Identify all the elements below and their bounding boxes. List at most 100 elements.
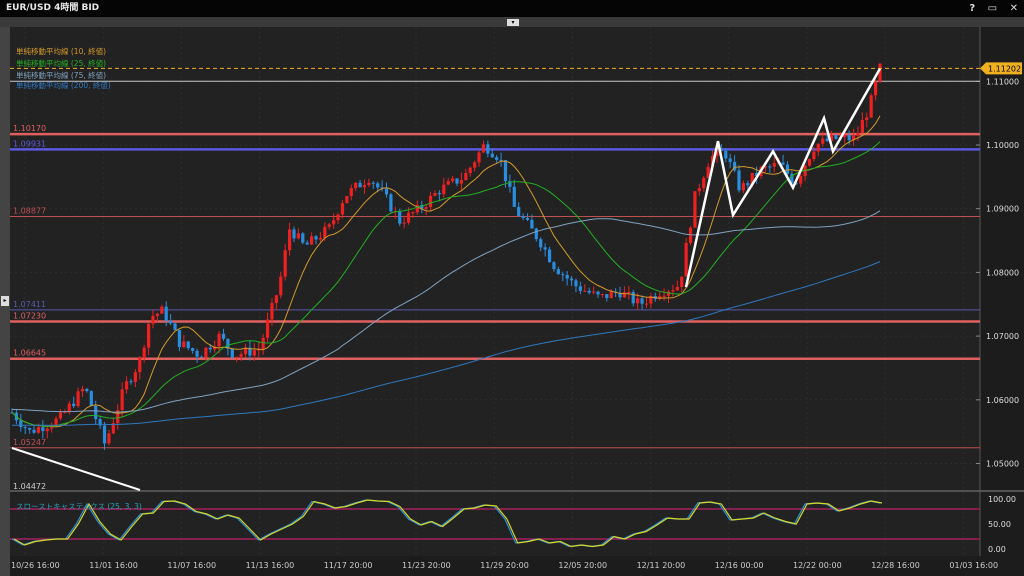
candle-body xyxy=(481,144,486,153)
candle-body xyxy=(865,117,869,120)
candle-body xyxy=(367,182,371,186)
candle-body xyxy=(517,206,521,217)
candle-body xyxy=(133,372,137,382)
candle-body xyxy=(428,195,433,208)
stochastic-d-line xyxy=(13,499,883,548)
candle-body xyxy=(662,295,666,297)
candle-body xyxy=(54,418,58,426)
current-price-tag xyxy=(980,62,1022,75)
candle-body xyxy=(829,134,834,142)
candle-body xyxy=(640,298,644,304)
y-tick-label: 1.07000 xyxy=(986,332,1019,341)
level-label: 1.07411 xyxy=(13,300,46,309)
x-tick-label: 11/01 16:00 xyxy=(89,561,138,570)
candle-body xyxy=(371,182,375,184)
expand-panel-button[interactable]: ▸ xyxy=(1,296,9,306)
candle-body xyxy=(301,233,305,243)
candle-body xyxy=(499,159,503,161)
candle-body xyxy=(191,348,195,351)
candle-body xyxy=(102,425,107,444)
candle-body xyxy=(411,212,415,214)
candle-body xyxy=(164,306,168,321)
candle-body xyxy=(261,337,265,350)
candle-body xyxy=(860,119,864,134)
candle-body xyxy=(772,163,776,167)
candle-body xyxy=(340,203,345,215)
sma-75-line xyxy=(11,210,881,413)
close-icon[interactable]: ✕ xyxy=(1009,3,1018,14)
candle-body xyxy=(437,193,441,195)
candle-body xyxy=(658,296,662,299)
candle-body xyxy=(221,333,226,339)
candle-body xyxy=(116,410,120,424)
candle-body xyxy=(124,381,129,390)
candle-body xyxy=(693,191,697,228)
x-tick-label: 12/22 00:00 xyxy=(793,561,842,570)
candle-body xyxy=(19,420,23,428)
stochastic-label: スローストキャスティクス (25, 3, 3) xyxy=(16,502,142,511)
candle-body xyxy=(503,160,508,182)
candle-body xyxy=(98,419,102,426)
candle-body xyxy=(508,181,512,187)
x-tick-label: 12/11 20:00 xyxy=(637,561,686,570)
candle-body xyxy=(384,188,389,195)
candle-body xyxy=(869,95,873,118)
legend-sma-10: 単純移動平均線 (10, 終値) xyxy=(16,47,107,56)
candle-body xyxy=(85,388,89,392)
x-tick-label: 12/05 20:00 xyxy=(558,561,607,570)
x-tick-label: 10/26 16:00 xyxy=(11,561,60,570)
candle-body xyxy=(666,291,671,296)
candle-body xyxy=(146,323,151,348)
candle-body xyxy=(768,166,772,168)
candle-body xyxy=(50,425,54,429)
candle-body xyxy=(296,233,300,239)
help-icon[interactable]: ? xyxy=(969,3,976,14)
candle-body xyxy=(856,133,860,136)
y-tick-label: 1.10000 xyxy=(986,141,1019,150)
collapse-toolbar-button[interactable]: ▾ xyxy=(507,19,519,26)
candle-body xyxy=(362,185,367,188)
candle-body xyxy=(574,280,578,287)
candle-body xyxy=(468,167,472,173)
candle-body xyxy=(715,149,719,156)
candle-body xyxy=(279,276,283,296)
candle-body xyxy=(539,239,543,248)
candle-body xyxy=(239,354,243,357)
stochastic-tick-label: 0.00 xyxy=(988,545,1006,554)
candle-body xyxy=(142,347,146,359)
candle-body xyxy=(495,157,499,160)
candle-body xyxy=(376,183,380,188)
candle-body xyxy=(706,166,710,178)
candle-body xyxy=(688,227,693,244)
candle-body xyxy=(217,333,221,347)
candle-body xyxy=(283,250,287,277)
candle-body xyxy=(204,347,208,358)
legend-sma-200: 単純移動平均線 (200, 終値) xyxy=(16,81,111,90)
candle-body xyxy=(746,183,750,186)
candle-body xyxy=(490,153,494,158)
candle-body xyxy=(741,183,746,191)
candle-body xyxy=(816,143,820,152)
candle-body xyxy=(622,292,627,298)
candle-body xyxy=(552,262,556,270)
sma-25-line xyxy=(11,141,881,427)
candle-body xyxy=(737,170,741,191)
candle-body xyxy=(825,138,829,142)
candle-body xyxy=(785,164,790,174)
candle-body xyxy=(609,291,613,299)
level-label: 1.06645 xyxy=(13,349,46,358)
candle-body xyxy=(473,162,477,168)
candle-body xyxy=(543,247,547,250)
maximize-icon[interactable]: ▭ xyxy=(987,3,998,14)
zigzag-trend-line xyxy=(684,67,882,288)
candle-body xyxy=(292,229,296,239)
candle-body xyxy=(477,152,481,163)
candle-body xyxy=(41,427,45,432)
candle-body xyxy=(565,274,569,279)
candle-body xyxy=(63,411,67,413)
candle-body xyxy=(790,173,794,184)
candle-body xyxy=(834,134,838,139)
candle-body xyxy=(442,184,446,195)
y-tick-label: 1.05000 xyxy=(986,460,1019,469)
